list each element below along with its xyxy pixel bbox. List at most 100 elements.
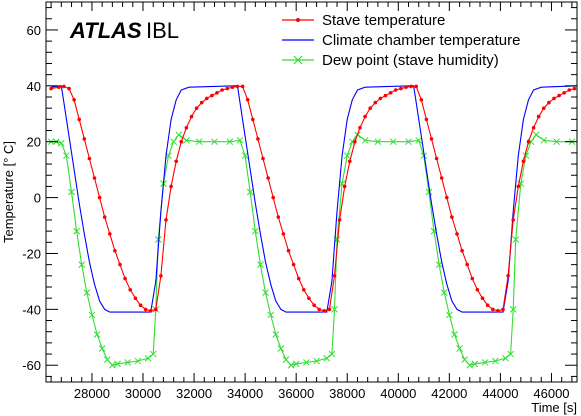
- data-point: [409, 84, 413, 89]
- data-point: [148, 309, 153, 313]
- data-point: [424, 117, 429, 122]
- data-point: [154, 307, 158, 312]
- data-point: [256, 137, 260, 141]
- data-point: [465, 262, 470, 267]
- data-point: [378, 96, 383, 101]
- data-point: [322, 309, 327, 313]
- x-tick-label: 40000: [380, 386, 416, 401]
- legend-marker-dewpoint: [293, 55, 303, 65]
- data-point: [170, 138, 177, 146]
- data-point: [138, 303, 143, 308]
- data-point: [553, 138, 560, 146]
- data-point: [118, 262, 122, 267]
- data-point: [531, 125, 536, 130]
- data-point: [109, 361, 116, 369]
- x-tick-label: 42000: [431, 386, 467, 401]
- data-point: [516, 184, 521, 189]
- data-point: [512, 236, 520, 243]
- data-point: [134, 357, 142, 365]
- data-point: [97, 195, 102, 200]
- data-point: [358, 125, 362, 130]
- data-point: [540, 136, 548, 144]
- data-point: [267, 311, 275, 319]
- data-point: [114, 360, 121, 368]
- data-point: [251, 117, 255, 122]
- data-point: [144, 354, 152, 362]
- data-point: [509, 305, 517, 313]
- series-0: [49, 84, 577, 313]
- atlas-label: ATLAS IBL: [69, 18, 179, 43]
- y-tick-label: 60: [27, 23, 41, 38]
- data-point: [435, 261, 443, 269]
- legend-label-stave: Stave temperature: [322, 12, 445, 29]
- data-point: [102, 215, 107, 219]
- data-point: [230, 85, 235, 89]
- data-point: [491, 357, 499, 365]
- y-tick-label: -40: [22, 302, 41, 317]
- data-point: [536, 114, 541, 119]
- data-point: [374, 138, 382, 146]
- data-point: [296, 276, 301, 281]
- data-point: [205, 96, 209, 101]
- data-point: [313, 357, 320, 365]
- data-point: [425, 188, 433, 196]
- data-point: [455, 232, 459, 236]
- data-point: [124, 359, 132, 366]
- data-point: [123, 276, 127, 281]
- data-point: [446, 311, 453, 319]
- data-point: [363, 114, 367, 119]
- data-point: [393, 88, 398, 92]
- data-point: [73, 227, 80, 235]
- data-point: [194, 106, 199, 110]
- data-point: [353, 139, 357, 144]
- data-point: [445, 195, 449, 200]
- legend-label-dewpoint: Dew point (stave humidity): [322, 52, 499, 69]
- data-point: [491, 307, 495, 312]
- data-point: [189, 114, 194, 119]
- data-point: [149, 350, 157, 358]
- data-point: [183, 136, 190, 144]
- data-point: [287, 361, 295, 369]
- data-point: [72, 98, 76, 102]
- data-point: [439, 176, 444, 180]
- data-point: [307, 296, 311, 301]
- data-point: [348, 159, 352, 164]
- y-tick-label: 0: [34, 191, 41, 206]
- data-point: [276, 215, 281, 219]
- data-point: [83, 289, 91, 296]
- data-point: [62, 84, 66, 89]
- data-point: [419, 98, 424, 102]
- data-point: [261, 156, 265, 161]
- data-point: [496, 309, 500, 313]
- data-point: [328, 350, 336, 358]
- data-point: [323, 354, 331, 362]
- data-point: [507, 350, 514, 358]
- data-point: [49, 86, 53, 91]
- data-point: [266, 176, 270, 180]
- axes-layer: 28000 30000 32000 34000 36000 38000 40000 42000…: [22, 2, 577, 401]
- data-point: [399, 86, 403, 91]
- data-point: [184, 125, 189, 130]
- data-point: [451, 331, 458, 338]
- data-point: [220, 88, 224, 92]
- data-point: [87, 156, 92, 161]
- x-tick-label: 34000: [227, 386, 263, 401]
- x-tick-label: 44000: [482, 386, 518, 401]
- data-point: [303, 359, 310, 366]
- data-point: [312, 303, 316, 308]
- x-tick-label: 30000: [125, 386, 161, 401]
- data-point: [368, 106, 373, 110]
- series-layer: [47, 84, 577, 369]
- y-tick-label: -20: [22, 246, 41, 261]
- data-point: [272, 331, 280, 338]
- data-point: [67, 86, 71, 91]
- data-point: [271, 195, 276, 200]
- data-point: [108, 232, 112, 236]
- data-point: [460, 248, 464, 253]
- data-point: [317, 307, 322, 312]
- legend: Stave temperature Climate chamber temper…: [282, 12, 520, 69]
- data-point: [164, 218, 168, 222]
- data-point: [215, 91, 219, 95]
- data-point: [388, 91, 393, 95]
